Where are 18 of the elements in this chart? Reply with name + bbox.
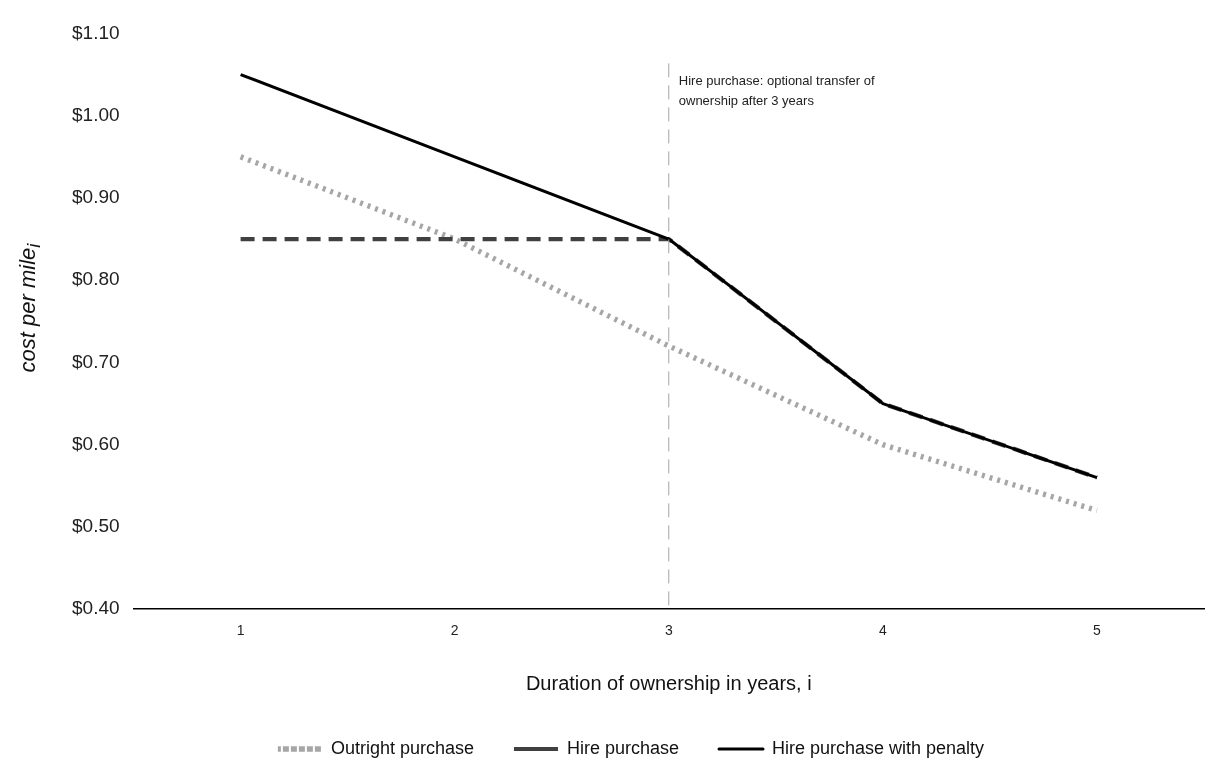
y-tick-label: $0.90: [72, 186, 120, 208]
y-tick-label: $0.40: [72, 597, 120, 619]
legend-label: Hire purchase: [566, 737, 680, 758]
y-tick-label: $0.60: [72, 432, 120, 454]
y-tick-label: $0.80: [72, 268, 120, 290]
y-tick-label: $1.00: [72, 103, 120, 125]
legend-label: Hire purchase with penalty: [772, 737, 985, 758]
x-tick-label: 3: [664, 622, 673, 639]
legend-label: Outright purchase: [330, 737, 474, 758]
x-tick-label: 5: [1093, 622, 1102, 639]
x-tick-label: 1: [236, 622, 245, 639]
x-tick-label: 4: [878, 622, 887, 639]
y-tick-label: $1.10: [72, 21, 120, 43]
x-axis-title: Duration of ownership in years, i: [525, 671, 812, 694]
y-tick-label: $0.50: [72, 515, 120, 537]
ref-line-label: Hire purchase: optional transfer of ownership after 3 years: [678, 73, 875, 109]
y-tick-label: $0.70: [72, 350, 120, 372]
x-tick-label: 2: [450, 622, 459, 639]
